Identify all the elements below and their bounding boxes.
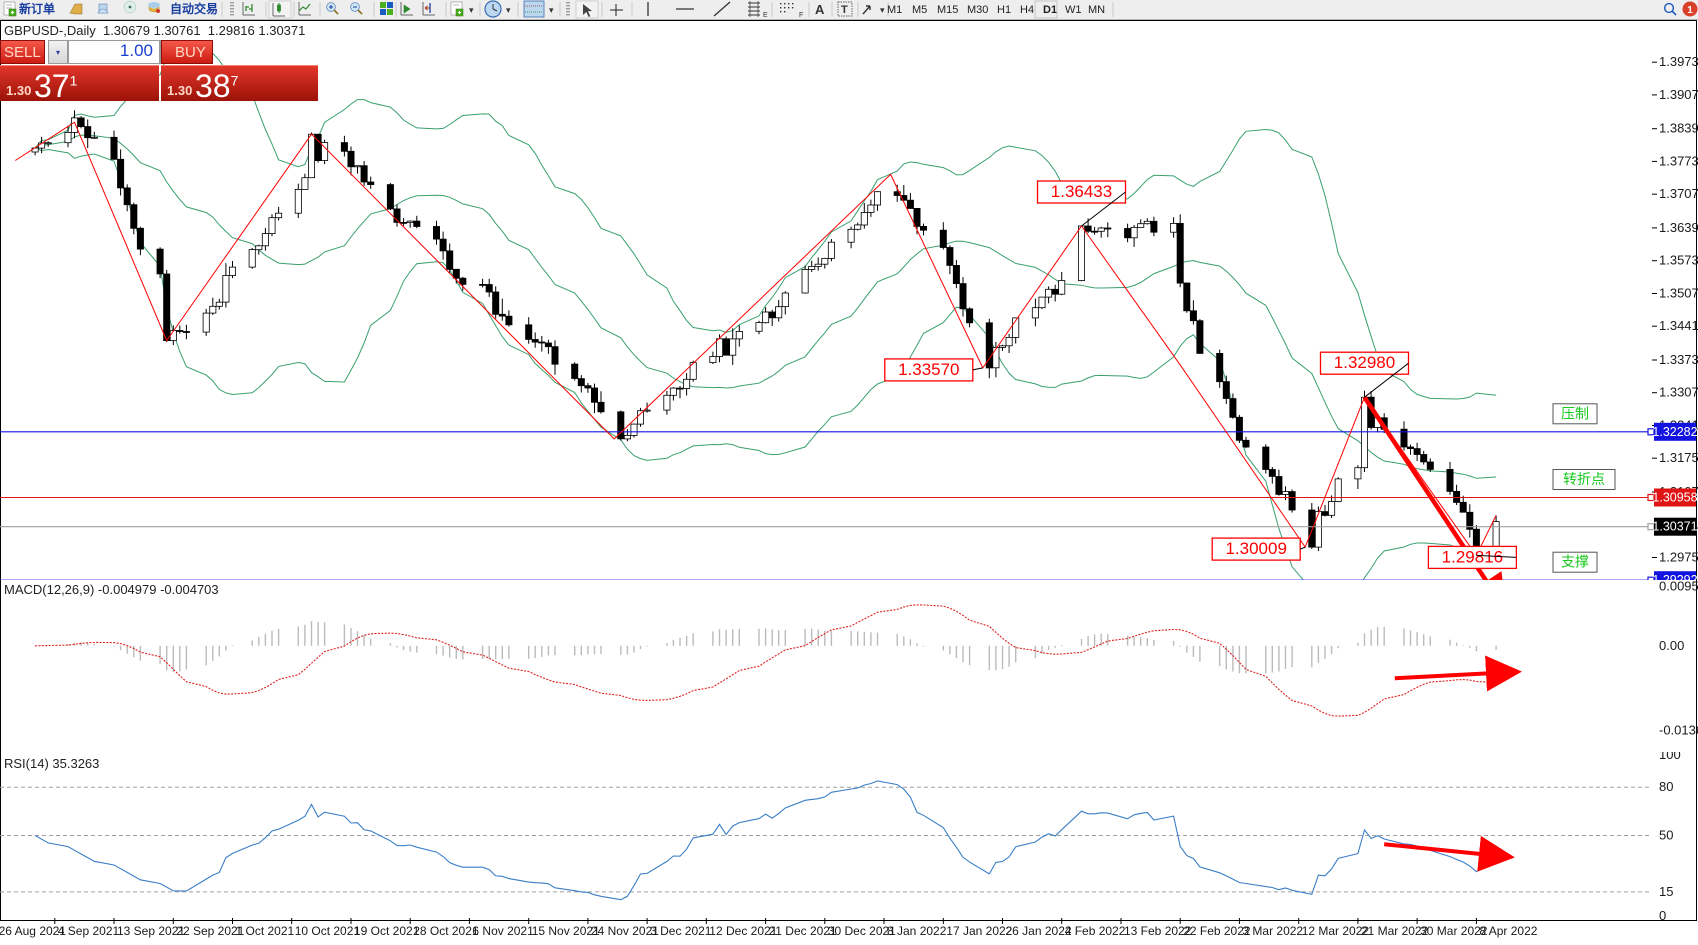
svg-text:1.33070: 1.33070 (1659, 385, 1698, 400)
svg-text:8 Apr 2022: 8 Apr 2022 (1479, 924, 1537, 938)
svg-text:M15: M15 (937, 4, 958, 16)
svg-text:M1: M1 (887, 4, 902, 16)
svg-text:-0.013684: -0.013684 (1659, 723, 1698, 738)
svg-text:▾: ▾ (549, 5, 554, 15)
svg-text:26 Jan 2022: 26 Jan 2022 (1006, 924, 1072, 938)
svg-text:1.30958: 1.30958 (1652, 491, 1697, 505)
svg-text:21 Dec 2021: 21 Dec 2021 (769, 924, 837, 938)
svg-text:1.32980: 1.32980 (1334, 353, 1395, 372)
svg-text:28 Oct 2021: 28 Oct 2021 (413, 924, 479, 938)
svg-text:▾: ▾ (506, 5, 511, 15)
svg-text:1.35070: 1.35070 (1659, 286, 1698, 301)
svg-text:17 Jan 2022: 17 Jan 2022 (946, 924, 1012, 938)
svg-text:3 Dec 2021: 3 Dec 2021 (650, 924, 712, 938)
svg-text:0.009543: 0.009543 (1659, 579, 1698, 594)
svg-text:10 Oct 2021: 10 Oct 2021 (295, 924, 361, 938)
svg-text:自动交易: 自动交易 (170, 1, 218, 16)
svg-text:26 Aug 2021: 26 Aug 2021 (0, 924, 66, 938)
svg-text:30 Mar 2022: 30 Mar 2022 (1420, 924, 1488, 938)
svg-text:1.35730: 1.35730 (1659, 253, 1698, 268)
svg-text:D1: D1 (1043, 4, 1057, 16)
svg-text:80: 80 (1659, 779, 1673, 794)
svg-text:1.30371: 1.30371 (1652, 520, 1697, 534)
svg-text:1.36433: 1.36433 (1051, 182, 1112, 201)
svg-text:12 Mar 2022: 12 Mar 2022 (1302, 924, 1370, 938)
svg-text:▾: ▾ (880, 5, 885, 15)
svg-text:4 Sep 2021: 4 Sep 2021 (58, 924, 120, 938)
svg-text:22 Sep 2021: 22 Sep 2021 (176, 924, 244, 938)
svg-text:100: 100 (1659, 752, 1681, 762)
svg-text:F: F (799, 12, 803, 19)
svg-text:1.31750: 1.31750 (1659, 450, 1698, 465)
svg-text:转折点: 转折点 (1563, 471, 1605, 487)
svg-text:30 Dec 2021: 30 Dec 2021 (828, 924, 896, 938)
svg-text:MN: MN (1088, 4, 1105, 16)
svg-text:4 Feb 2022: 4 Feb 2022 (1065, 924, 1126, 938)
svg-text:24 Nov 2021: 24 Nov 2021 (591, 924, 659, 938)
svg-text:M5: M5 (912, 4, 927, 16)
svg-text:22 Feb 2022: 22 Feb 2022 (1183, 924, 1251, 938)
svg-text:1.37070: 1.37070 (1659, 186, 1698, 201)
svg-text:压制: 压制 (1561, 405, 1589, 421)
svg-text:13 Feb 2022: 13 Feb 2022 (1124, 924, 1192, 938)
svg-text:1.29816: 1.29816 (1442, 547, 1503, 566)
svg-text:▾: ▾ (469, 5, 474, 15)
svg-text:E: E (763, 12, 768, 19)
svg-text:A: A (815, 2, 825, 17)
svg-text:15 Nov 2021: 15 Nov 2021 (532, 924, 600, 938)
svg-text:1 Oct 2021: 1 Oct 2021 (236, 924, 295, 938)
svg-text:H4: H4 (1020, 4, 1034, 16)
svg-text:12 Dec 2021: 12 Dec 2021 (709, 924, 777, 938)
svg-text:3 Mar 2022: 3 Mar 2022 (1242, 924, 1303, 938)
svg-text:H1: H1 (997, 4, 1011, 16)
svg-text:W1: W1 (1065, 4, 1082, 16)
svg-text:1.32282: 1.32282 (1652, 425, 1697, 439)
svg-text:1.39070: 1.39070 (1659, 87, 1698, 102)
svg-text:1: 1 (1687, 5, 1693, 16)
svg-text:1.33730: 1.33730 (1659, 352, 1698, 367)
svg-text:1.39730: 1.39730 (1659, 54, 1698, 69)
svg-text:1.30009: 1.30009 (1225, 539, 1286, 558)
svg-text:1.34410: 1.34410 (1659, 318, 1698, 333)
svg-text:1.36390: 1.36390 (1659, 220, 1698, 235)
svg-text:1.37730: 1.37730 (1659, 153, 1698, 168)
svg-text:新订单: 新订单 (19, 1, 55, 16)
svg-text:50: 50 (1659, 828, 1673, 843)
svg-text:1.33570: 1.33570 (898, 360, 959, 379)
svg-text:1.38390: 1.38390 (1659, 121, 1698, 136)
svg-text:M30: M30 (967, 4, 988, 16)
svg-text:8 Jan 2022: 8 Jan 2022 (887, 924, 947, 938)
svg-text:19 Oct 2021: 19 Oct 2021 (354, 924, 420, 938)
svg-text:0.00: 0.00 (1659, 638, 1684, 653)
svg-text:15: 15 (1659, 884, 1673, 899)
svg-text:13 Sep 2021: 13 Sep 2021 (117, 924, 185, 938)
svg-text:21 Mar 2022: 21 Mar 2022 (1361, 924, 1429, 938)
svg-text:T: T (841, 4, 848, 16)
svg-text:1.29750: 1.29750 (1659, 550, 1698, 565)
svg-text:6 Nov 2021: 6 Nov 2021 (472, 924, 534, 938)
svg-text:支撑: 支撑 (1561, 554, 1589, 570)
